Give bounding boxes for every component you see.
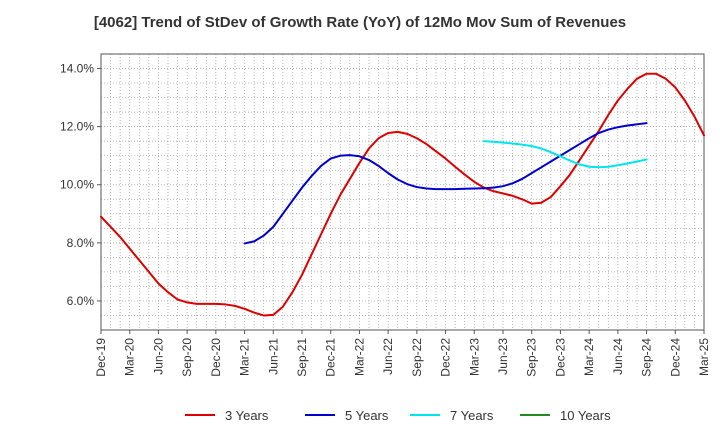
- x-tick-label: Sep-23: [525, 338, 539, 377]
- y-tick-label: 14.0%: [60, 62, 94, 76]
- plot-area: [101, 54, 704, 330]
- x-tick-label: Dec-20: [209, 338, 223, 377]
- axes: 6.0% 8.0% 10.0% 12.0% 14.0% Dec-19 Mar-20 Jun-2…: [60, 53, 711, 377]
- x-tick-label: Mar-24: [582, 338, 596, 376]
- x-tick-label: Jun-22: [381, 338, 395, 375]
- y-tick-label: 6.0%: [67, 294, 95, 308]
- legend: 3 Years 5 Years 7 Years 10 Years: [185, 408, 611, 423]
- x-tick-label: Mar-25: [697, 338, 711, 376]
- x-tick-label: Jun-21: [266, 338, 280, 375]
- x-tick-label: Dec-22: [439, 338, 453, 377]
- chart-title: [4062] Trend of StDev of Growth Rate (Yo…: [93, 14, 627, 31]
- series-line-7-years: [482, 140, 648, 169]
- y-tick-label: 12.0%: [60, 120, 94, 134]
- x-tick-label: Sep-24: [640, 338, 654, 377]
- grid: [101, 54, 704, 330]
- x-tick-label: Mar-23: [467, 338, 481, 376]
- x-tick-label: Sep-22: [410, 338, 424, 377]
- x-tick-label: Sep-21: [295, 338, 309, 377]
- x-tick-label: Jun-24: [611, 338, 625, 375]
- x-tick-label: Dec-23: [553, 338, 567, 377]
- x-tick-label: Sep-20: [180, 338, 194, 377]
- y-tick-label: 8.0%: [67, 236, 95, 250]
- series-line-5-years: [243, 122, 648, 245]
- x-tick-label: Jun-20: [151, 338, 165, 375]
- legend-label-5-years: 5 Years: [345, 408, 389, 423]
- x-tick-label: Dec-24: [668, 338, 682, 377]
- y-tick-label: 10.0%: [60, 178, 94, 192]
- x-tick-label: Mar-21: [238, 338, 252, 376]
- x-tick-label: Dec-19: [94, 338, 108, 377]
- legend-label-3-years: 3 Years: [225, 408, 269, 423]
- plot-frame: [100, 53, 705, 331]
- series-line-3-years: [100, 72, 705, 317]
- legend-label-10-years: 10 Years: [560, 408, 611, 423]
- x-tick-label: Dec-21: [324, 338, 338, 377]
- series-lines: [100, 72, 705, 317]
- x-tick-label: Mar-20: [123, 338, 137, 376]
- legend-label-7-years: 7 Years: [450, 408, 494, 423]
- x-tick-label: Mar-22: [352, 338, 366, 376]
- x-tick-label: Jun-23: [496, 338, 510, 375]
